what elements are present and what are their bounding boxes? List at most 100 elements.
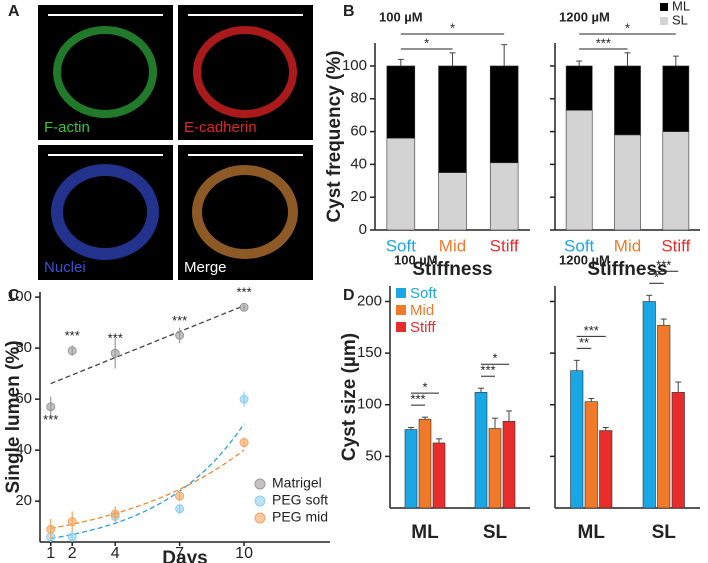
legend-swatch [660,3,668,11]
legend-label: Matrigel [272,475,322,491]
x-tick-label: SL [652,522,677,543]
point [110,348,120,358]
point [239,438,249,448]
y-tick-label: 100 [7,288,32,305]
significance-label: * [492,351,497,366]
significance-label: * [654,270,659,285]
bar [570,370,584,509]
panel-label: B [343,3,355,20]
bar-segment [489,162,519,231]
significance-label: *** [108,331,123,346]
significance-label: ** [579,335,589,350]
significance-label: * [422,380,427,395]
image-label: E-cadherin [184,119,257,136]
legend-marker [254,495,266,507]
x-tick-label: Soft [386,236,417,255]
significance-label: *** [236,285,251,300]
x-tick-label: Soft [564,236,595,255]
y-tick-label: 0 [359,221,367,238]
image-label: Merge [184,259,227,276]
x-tick-label: Stiff [490,236,519,255]
bar [488,428,502,509]
x-tick-label: ML [578,522,606,543]
y-axis-label: Cyst size (µm) [339,333,360,461]
y-tick-label: 100 [357,396,382,413]
legend-marker [254,478,266,490]
significance-label: * [625,20,630,35]
y-tick-label: 50 [365,447,382,464]
significance-label: *** [584,323,599,338]
x-tick-label: 10 [235,545,253,562]
legend-label: PEG soft [272,492,328,508]
bar [404,429,418,509]
bar-segment [438,65,467,173]
legend-swatch [396,322,406,332]
bar [502,420,516,509]
y-tick-label: 150 [357,344,382,361]
point [46,402,56,412]
panel-label: D [343,287,355,304]
panel-label: A [8,3,20,20]
point [239,302,249,312]
point [239,394,249,404]
legend-marker [254,512,266,524]
x-axis-label: Stiffness [587,259,667,280]
significance-label: *** [43,412,58,427]
x-tick-label: Mid [614,236,641,255]
x-tick-label: ML [411,522,439,543]
y-tick-label: 200 [357,292,382,309]
bar [642,301,656,509]
legend-label: PEG mid [272,509,328,525]
significance-label: *** [172,313,187,328]
chart-title: 1200 µM [559,9,610,24]
bar-segment [386,65,416,139]
significance-label: *** [480,363,495,378]
significance-label: *** [596,35,611,50]
legend-label: ML [672,0,690,13]
bar-segment [386,137,416,231]
point [67,517,77,527]
y-tick-label: 40 [15,441,32,458]
legend-swatch [396,288,406,298]
y-tick-label: 40 [350,155,367,172]
significance-label: * [424,35,429,50]
y-tick-label: 20 [15,492,32,509]
bar [584,401,598,509]
y-axis-label: Single lumen (%) [3,340,24,493]
y-tick-label: 20 [350,188,367,205]
point [175,491,185,501]
bar [432,442,446,509]
bar-segment [565,109,593,231]
bar-segment [614,134,641,231]
panel-label: C [8,287,20,304]
x-tick-label: 2 [68,545,77,562]
x-axis-label: Days [162,548,207,563]
bar [418,418,432,509]
legend-label: SL [672,12,688,27]
point [46,524,56,534]
legend-swatch [660,17,668,25]
significance-label: *** [410,392,425,407]
x-tick-label: Stiff [661,236,690,255]
point [67,346,77,356]
y-tick-label: 80 [15,339,32,356]
y-axis-label: Cyst frequency (%) [324,50,345,222]
chart-title: 100 µM [379,9,423,24]
y-tick-label: 60 [350,123,367,140]
point [110,509,120,519]
image-label: F-actin [44,119,90,136]
legend-label: Mid [410,302,434,319]
bar-segment [565,65,593,111]
bar-segment [662,131,690,231]
panel-a-images: F-actin E-cadherin Nuclei Merge [38,5,313,280]
legend-swatch [396,305,406,315]
bar [657,324,671,509]
x-tick-label: 1 [46,545,55,562]
point [175,504,185,514]
significance-label: *** [656,258,671,273]
significance-label: *** [65,328,80,343]
bar [671,392,685,509]
image-label: Nuclei [44,259,86,276]
trend-line [50,304,245,385]
